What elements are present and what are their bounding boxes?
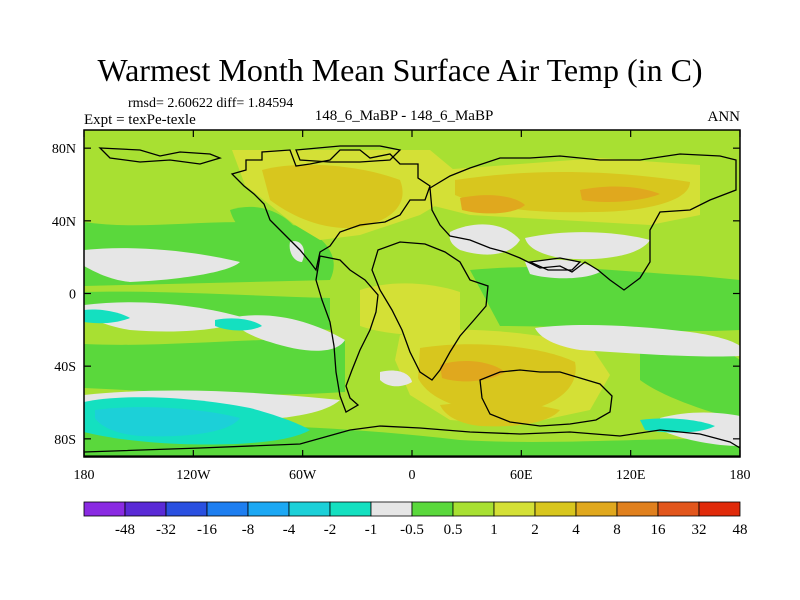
map-axes: 180 120W 60W 0 60E 120E 180 80N 40N 0 40S 80S [52,130,751,483]
plot-subtitle: 148_6_MaBP - 148_6_MaBP [314,108,494,124]
field-region [215,318,262,331]
coastline-eurasia [429,153,737,291]
season-label: ANN [707,109,741,125]
field-region [84,248,240,282]
field-region [84,339,345,395]
x-tick-label: 180 [74,468,95,483]
stats-text: rmsd= 2.60622 diff= 1.84594 [128,96,294,111]
coastline-arctic-island [295,145,402,163]
field-region [440,402,560,427]
colorbar-label: 16 [651,522,667,538]
colorbar: -48 -32 -16 -8 -4 -2 -1 -0.5 0.5 1 2 4 8 16 32 48 [83,501,748,538]
colorbar-box [165,501,208,517]
y-tick-label: 40N [52,215,76,230]
field-region [525,232,650,260]
field-region [95,407,240,437]
colorbar-box [411,501,454,517]
colorbar-label: 48 [733,522,748,538]
field-region [535,325,740,357]
coastline-inland-sea [527,257,582,271]
colorbar-label: -8 [242,522,255,538]
field-region [262,164,403,229]
colorbar-box [698,501,741,517]
plot-title: Warmest Month Mean Surface Air Temp (in … [97,52,703,88]
colorbar-label: 1 [490,522,498,538]
colorbar-box [206,501,249,517]
field-region [418,344,576,413]
coastline-north-america [230,149,431,272]
colorbar-box [452,501,495,517]
colorbar-label: 0.5 [444,522,463,538]
y-tick-label: 80S [54,433,76,448]
x-tick-label: 0 [409,468,416,483]
colorbar-box [124,501,167,517]
x-tick-label: 180 [730,468,751,483]
colorbar-label: 2 [531,522,539,538]
colorbar-box [657,501,700,517]
map-field [84,130,740,457]
y-tick-label: 40S [54,360,76,375]
field-region [640,418,715,433]
colorbar-label: -32 [156,522,176,538]
colorbar-box [288,501,331,517]
colorbar-box [616,501,659,517]
colorbar-box [534,501,577,517]
colorbar-box [329,501,372,517]
field-region [360,283,460,335]
x-tick-label: 120E [616,468,646,483]
field-region [460,195,525,214]
coastline-island-chain [98,147,222,165]
field-region [380,370,412,387]
field-region [289,241,305,262]
field-region [84,302,245,332]
colorbar-box [370,501,413,517]
colorbar-label: -1 [365,522,378,538]
experiment-label: Expt = texPe-texle [84,112,196,128]
x-tick-label: 60E [510,468,533,483]
coastline-antarctica [84,425,740,457]
colorbar-box [247,501,290,517]
coastline-australia [479,369,613,427]
colorbar-box [493,501,536,517]
field-region [580,186,660,202]
field-region [84,309,130,324]
colorbar-label: -4 [283,522,296,538]
field-region [230,206,300,250]
colorbar-label: 4 [572,522,580,538]
colorbar-label: 8 [613,522,621,538]
x-tick-label: 60W [289,468,317,483]
y-tick-label: 80N [52,142,76,157]
colorbar-box [575,501,618,517]
coastlines [84,145,740,457]
colorbar-label: -16 [197,522,217,538]
x-tick-label: 120W [176,468,211,483]
field-region [449,224,520,255]
field-region [470,266,740,332]
colorbar-box [83,501,126,517]
colorbar-label: -48 [115,522,135,538]
colorbar-label: -0.5 [400,522,424,538]
coastline-africa [371,241,489,381]
colorbar-label: -2 [324,522,337,538]
coastline-south-america [315,255,379,413]
colorbar-label: 32 [692,522,707,538]
y-tick-label: 0 [69,288,76,303]
